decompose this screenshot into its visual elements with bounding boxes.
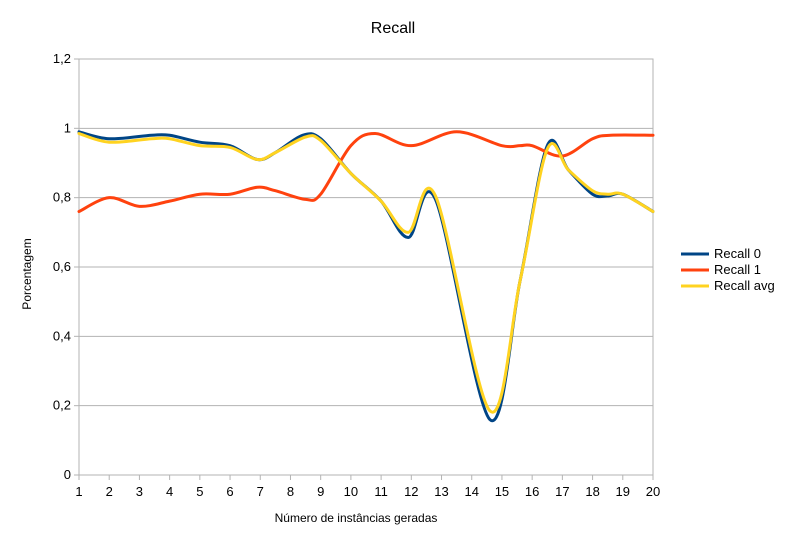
- x-tick-label: 14: [465, 484, 479, 499]
- x-tick-label: 10: [344, 484, 358, 499]
- gridlines: [79, 58, 653, 476]
- x-tick-label: 2: [106, 484, 113, 499]
- legend-label-2: Recall 1: [714, 262, 761, 277]
- series-line-1: [77, 130, 655, 423]
- series-line-3: [77, 132, 655, 414]
- y-tick-label: 0: [64, 467, 71, 482]
- x-tick-label: 1: [75, 484, 82, 499]
- x-tick-label: 5: [196, 484, 203, 499]
- x-tick-label: 20: [646, 484, 660, 499]
- x-tick-label: 8: [287, 484, 294, 499]
- legend-label-1: Recall 0: [714, 246, 761, 261]
- series-lines: [77, 130, 655, 423]
- y-tick-label: 1,2: [53, 51, 71, 66]
- x-tick-label: 17: [555, 484, 569, 499]
- x-tick-label: 18: [585, 484, 599, 499]
- x-axis-label: Número de instâncias geradas: [275, 511, 438, 525]
- x-tick-label: 15: [495, 484, 509, 499]
- y-tick-label: 1: [64, 120, 71, 135]
- x-tick-label: 9: [317, 484, 324, 499]
- y-tick-label: 0,8: [53, 190, 71, 205]
- x-tick-label: 6: [226, 484, 233, 499]
- x-tick-label: 16: [525, 484, 539, 499]
- y-tick-label: 0,4: [53, 328, 71, 343]
- y-tick-label: 0,6: [53, 259, 71, 274]
- x-tick-label: 12: [404, 484, 418, 499]
- x-tick-label: 19: [616, 484, 630, 499]
- x-tick-label: 4: [166, 484, 173, 499]
- x-tick-label: 11: [374, 484, 388, 499]
- x-tick-label: 3: [136, 484, 143, 499]
- x-axis-ticks: 1 2 3 4 5 6 7 8 9 10 11 12 13 14 15 16 17 18 19 20: [75, 475, 660, 499]
- chart-title: Recall: [371, 20, 415, 37]
- series-line-2: [77, 130, 655, 214]
- y-axis-label: Porcentagem: [20, 238, 34, 309]
- x-tick-label: 13: [434, 484, 448, 499]
- y-tick-label: 0,2: [53, 398, 71, 413]
- legend-label-3: Recall avg: [714, 278, 775, 293]
- y-axis-ticks: 0 0,2 0,4 0,6 0,8 1 1,2: [53, 51, 79, 482]
- x-tick-label: 7: [257, 484, 264, 499]
